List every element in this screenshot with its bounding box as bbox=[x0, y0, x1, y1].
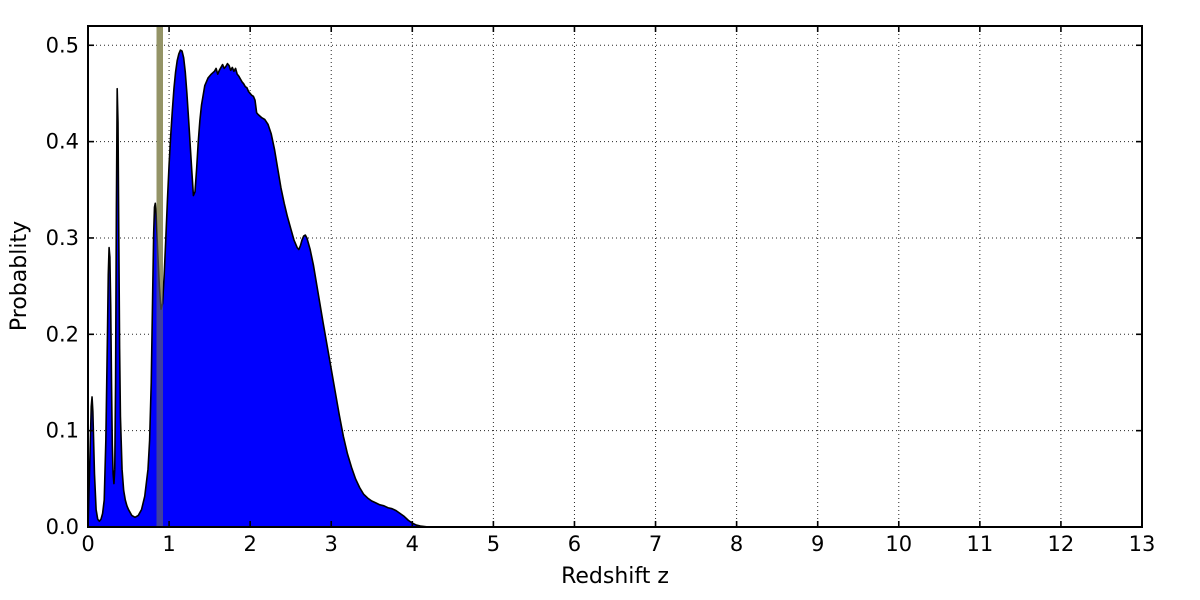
x-axis-ticks: 0 1 2 3 4 5 6 7 8 9 10 11 12 13 bbox=[81, 26, 1155, 556]
x-tick-label: 11 bbox=[966, 532, 993, 556]
x-tick-label: 4 bbox=[406, 532, 419, 556]
x-tick-label: 9 bbox=[811, 532, 824, 556]
x-tick-label: 0 bbox=[81, 532, 94, 556]
x-tick-label: 8 bbox=[730, 532, 743, 556]
x-tick-label: 1 bbox=[162, 532, 175, 556]
probability-area bbox=[88, 50, 1142, 527]
x-tick-label: 7 bbox=[649, 532, 662, 556]
x-tick-label: 12 bbox=[1048, 532, 1075, 556]
y-tick-label: 0.4 bbox=[46, 130, 79, 154]
x-axis-title: Redshift z bbox=[561, 564, 669, 589]
x-tick-label: 13 bbox=[1129, 532, 1156, 556]
spectroscopic-redshift-marker bbox=[156, 26, 163, 527]
y-tick-label: 0.1 bbox=[46, 419, 79, 443]
x-tick-label: 10 bbox=[885, 532, 912, 556]
y-axis-ticks: 0.0 0.1 0.2 0.3 0.4 0.5 bbox=[46, 33, 1142, 539]
probability-outline bbox=[88, 49, 1142, 527]
axes-frame bbox=[87, 25, 1143, 528]
x-tick-label: 3 bbox=[325, 532, 338, 556]
y-axis-title: Probablity bbox=[7, 221, 32, 331]
y-tick-label: 0.2 bbox=[46, 322, 79, 346]
y-tick-label: 0.5 bbox=[46, 33, 79, 57]
y-tick-label: 0.0 bbox=[46, 515, 79, 539]
x-tick-label: 5 bbox=[487, 532, 500, 556]
x-tick-label: 2 bbox=[243, 532, 256, 556]
x-tick-label: 6 bbox=[568, 532, 581, 556]
y-tick-label: 0.3 bbox=[46, 226, 79, 250]
